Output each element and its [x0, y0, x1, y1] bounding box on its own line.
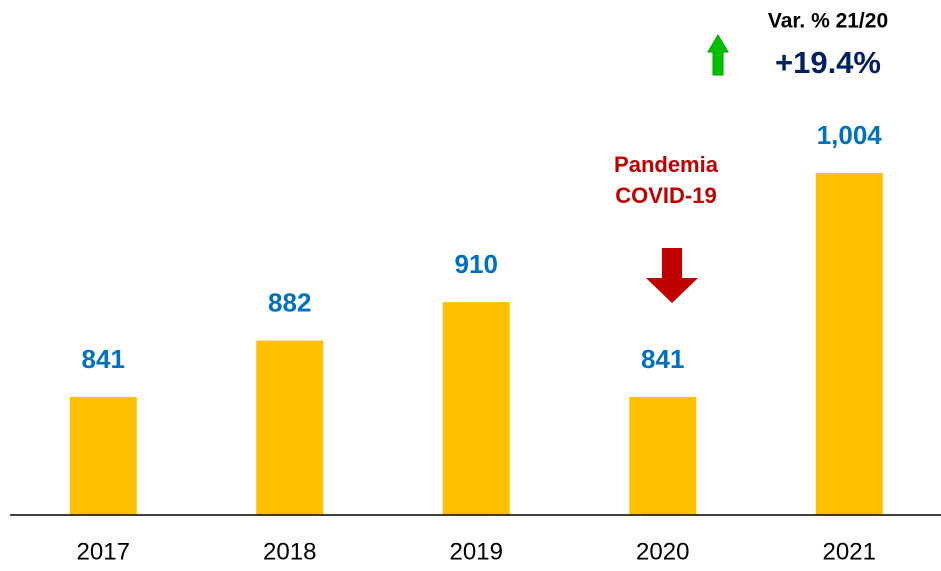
x-tick-label: 2021 [823, 538, 876, 565]
value-label: 882 [268, 287, 311, 317]
up-arrow [707, 34, 729, 76]
x-tick-label: 2018 [263, 538, 316, 565]
event-label: Pandemia [614, 152, 719, 177]
value-label: 1,004 [817, 120, 883, 150]
x-tick-label: 2017 [77, 538, 130, 565]
x-tick-label: 2020 [636, 538, 689, 565]
bar [442, 302, 510, 515]
down-arrow [646, 248, 698, 303]
x-tick-label: 2019 [450, 538, 503, 565]
variation-value: +19.4% [775, 45, 881, 80]
bar [815, 173, 883, 516]
bar [69, 396, 137, 515]
bar [256, 340, 324, 515]
value-label: 841 [641, 344, 684, 374]
bar [629, 396, 697, 515]
value-label: 910 [455, 249, 498, 279]
event-label: COVID-19 [615, 183, 716, 208]
variation-label: Var. % 21/20 [768, 10, 888, 33]
value-label: 841 [82, 344, 125, 374]
